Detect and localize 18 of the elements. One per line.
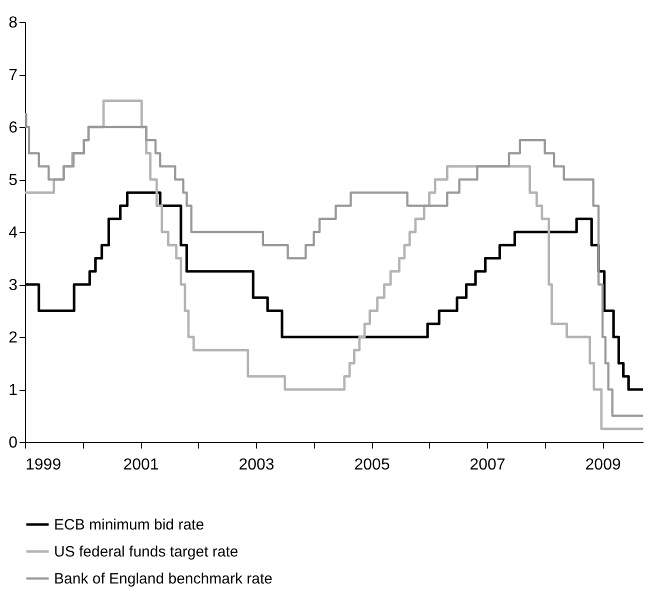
- y-tick-label: 7: [8, 67, 18, 84]
- legend-label: Bank of England benchmark rate: [54, 570, 272, 588]
- legend-label: US federal funds target rate: [54, 544, 238, 560]
- x-tick-label: 2007: [470, 456, 506, 474]
- y-tick-label: 2: [8, 330, 18, 346]
- y-tick-label: 3: [8, 277, 18, 294]
- x-tick-label: 2005: [354, 456, 390, 474]
- x-tick-label: 2003: [238, 456, 274, 474]
- y-tick-label: 4: [8, 224, 18, 242]
- x-tick-label: 2001: [123, 456, 159, 474]
- y-tick-label: 8: [8, 14, 18, 32]
- y-tick-label: 5: [8, 172, 18, 189]
- y-tick-label: 6: [8, 120, 18, 136]
- x-tick-label: 1999: [26, 456, 62, 474]
- y-tick-label: 1: [8, 382, 18, 399]
- y-tick-label: 0: [8, 434, 18, 452]
- x-tick-label: 2009: [585, 456, 621, 474]
- legend-label: ECB minimum bid rate: [54, 516, 204, 534]
